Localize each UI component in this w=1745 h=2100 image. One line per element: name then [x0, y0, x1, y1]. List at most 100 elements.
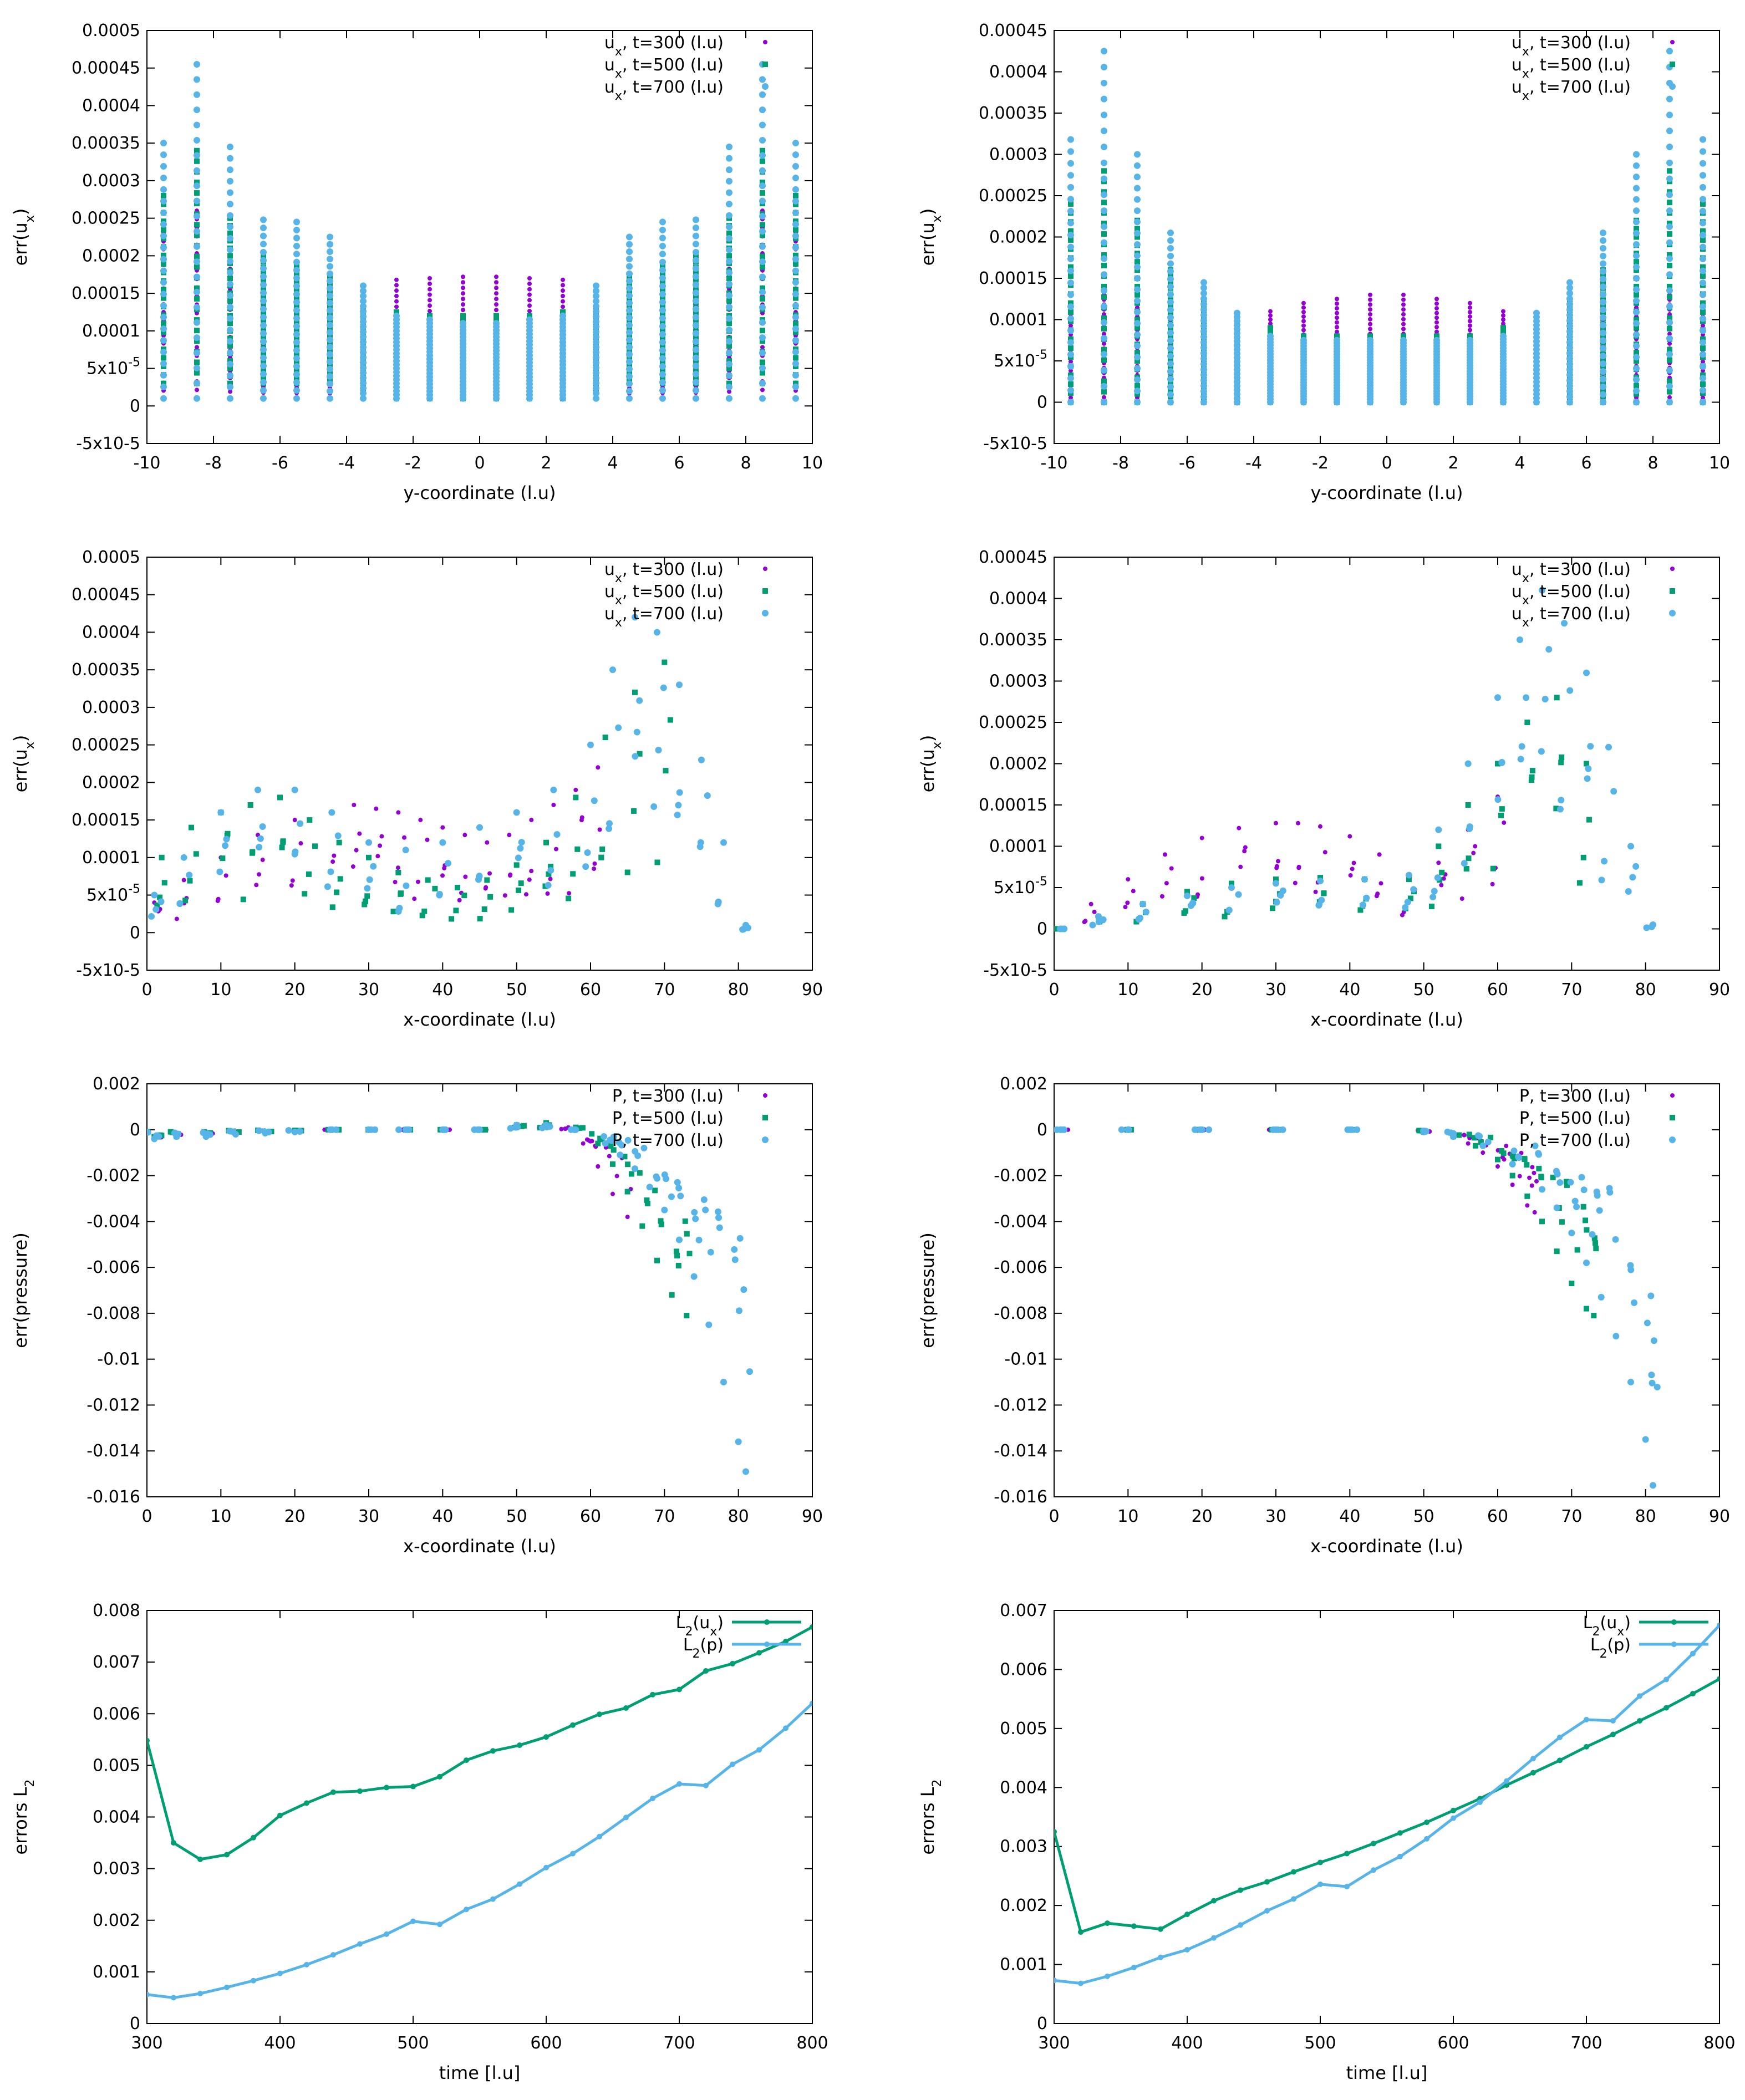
data-point	[1600, 237, 1606, 244]
data-point	[194, 370, 200, 376]
data-point	[548, 864, 554, 870]
plot-area	[1054, 587, 1656, 932]
data-point	[1642, 1436, 1649, 1443]
data-point	[793, 329, 798, 335]
data-point	[1168, 357, 1173, 363]
data-point	[360, 364, 367, 371]
data-point	[1167, 337, 1174, 344]
data-point	[1495, 1156, 1500, 1163]
data-point	[1402, 904, 1409, 911]
data-point	[1700, 339, 1706, 346]
data-point	[1667, 378, 1672, 384]
y-tick-label: 0.007	[93, 1653, 140, 1672]
data-point	[194, 243, 200, 250]
data-point	[1434, 315, 1439, 320]
data-point	[1102, 341, 1106, 346]
chart-panel-p1: -10 -8 -6 -4 -2 0 2 4 6 8 10 -5x10-5 0 5x10-5 0.0001 0.…	[0, 0, 838, 518]
data-point	[1610, 1731, 1616, 1737]
data-point	[726, 212, 732, 219]
y-tick-label: 0.007	[1000, 1601, 1047, 1620]
data-point	[632, 753, 639, 760]
data-point	[1654, 1384, 1661, 1391]
data-point	[1700, 327, 1706, 334]
data-point	[570, 1722, 576, 1728]
data-point	[1101, 191, 1107, 198]
data-point	[559, 1127, 564, 1131]
y-tick-label: -0.004	[87, 1212, 140, 1231]
data-point	[1118, 1126, 1125, 1133]
legend-label: ux, t=500 (l.u)	[1512, 582, 1631, 608]
y-axis-label: err(pressure)	[10, 1232, 31, 1348]
data-point	[194, 232, 200, 238]
x-tick-label: 50	[506, 980, 527, 1000]
data-point	[1627, 1379, 1634, 1386]
data-point	[1541, 696, 1549, 703]
data-point	[553, 847, 558, 852]
x-tick-label: 90	[802, 980, 823, 1000]
x-tick-label: 4	[1514, 453, 1525, 473]
data-point	[360, 339, 367, 346]
data-point	[227, 1128, 234, 1135]
data-point	[372, 1126, 379, 1133]
data-point	[1054, 1977, 1057, 1984]
data-point	[1633, 399, 1640, 406]
data-point	[1274, 1126, 1281, 1133]
data-point	[261, 375, 266, 381]
data-point	[1566, 279, 1573, 286]
data-point	[1105, 1920, 1110, 1926]
data-point	[659, 290, 666, 298]
data-point	[716, 1224, 723, 1231]
data-point	[1633, 354, 1640, 361]
data-point	[1400, 337, 1407, 344]
data-point	[1598, 876, 1605, 884]
data-point	[1501, 313, 1505, 318]
data-point	[1600, 291, 1606, 298]
data-point	[726, 372, 732, 379]
data-point	[602, 735, 608, 741]
data-point	[327, 373, 333, 380]
data-point	[393, 312, 400, 319]
y-tick-label: 0.0001	[82, 322, 140, 341]
data-point	[428, 292, 432, 297]
y-tick-label: 0.0001	[82, 848, 140, 868]
data-point	[1666, 175, 1673, 182]
data-point	[626, 358, 633, 365]
x-tick-label: -8	[205, 453, 222, 473]
data-point	[1276, 859, 1281, 864]
data-point	[1268, 309, 1273, 314]
data-point	[693, 289, 699, 297]
data-point	[227, 189, 233, 196]
y-axis-label: err(ux)	[10, 735, 37, 793]
data-point	[759, 212, 766, 220]
data-point	[1567, 1179, 1574, 1186]
y-tick-label: -0.002	[994, 1166, 1047, 1186]
legend-marker	[762, 1136, 769, 1143]
data-point	[1580, 1204, 1586, 1210]
legend-label: L2(ux)	[1583, 1613, 1631, 1639]
data-point	[1605, 743, 1612, 751]
data-point	[582, 863, 589, 870]
data-point	[759, 152, 766, 159]
data-point	[293, 387, 300, 394]
data-point	[1344, 1126, 1351, 1133]
data-point	[1701, 323, 1705, 328]
data-point	[439, 839, 446, 846]
data-point	[690, 1273, 698, 1280]
data-point	[1494, 694, 1501, 701]
data-point	[660, 375, 665, 381]
data-point	[457, 898, 462, 903]
data-point	[527, 298, 532, 303]
data-point	[561, 299, 565, 304]
data-point	[1134, 317, 1140, 323]
data-point	[216, 868, 223, 875]
data-point	[1700, 207, 1706, 215]
legend-marker	[1671, 1619, 1677, 1625]
y-tick-label: 0.00035	[72, 660, 140, 680]
data-point	[260, 273, 267, 280]
data-point	[1067, 148, 1074, 155]
data-point	[1700, 386, 1706, 394]
data-point	[703, 1782, 709, 1788]
data-point	[327, 336, 333, 343]
data-point	[1700, 196, 1706, 203]
data-point	[792, 174, 799, 181]
